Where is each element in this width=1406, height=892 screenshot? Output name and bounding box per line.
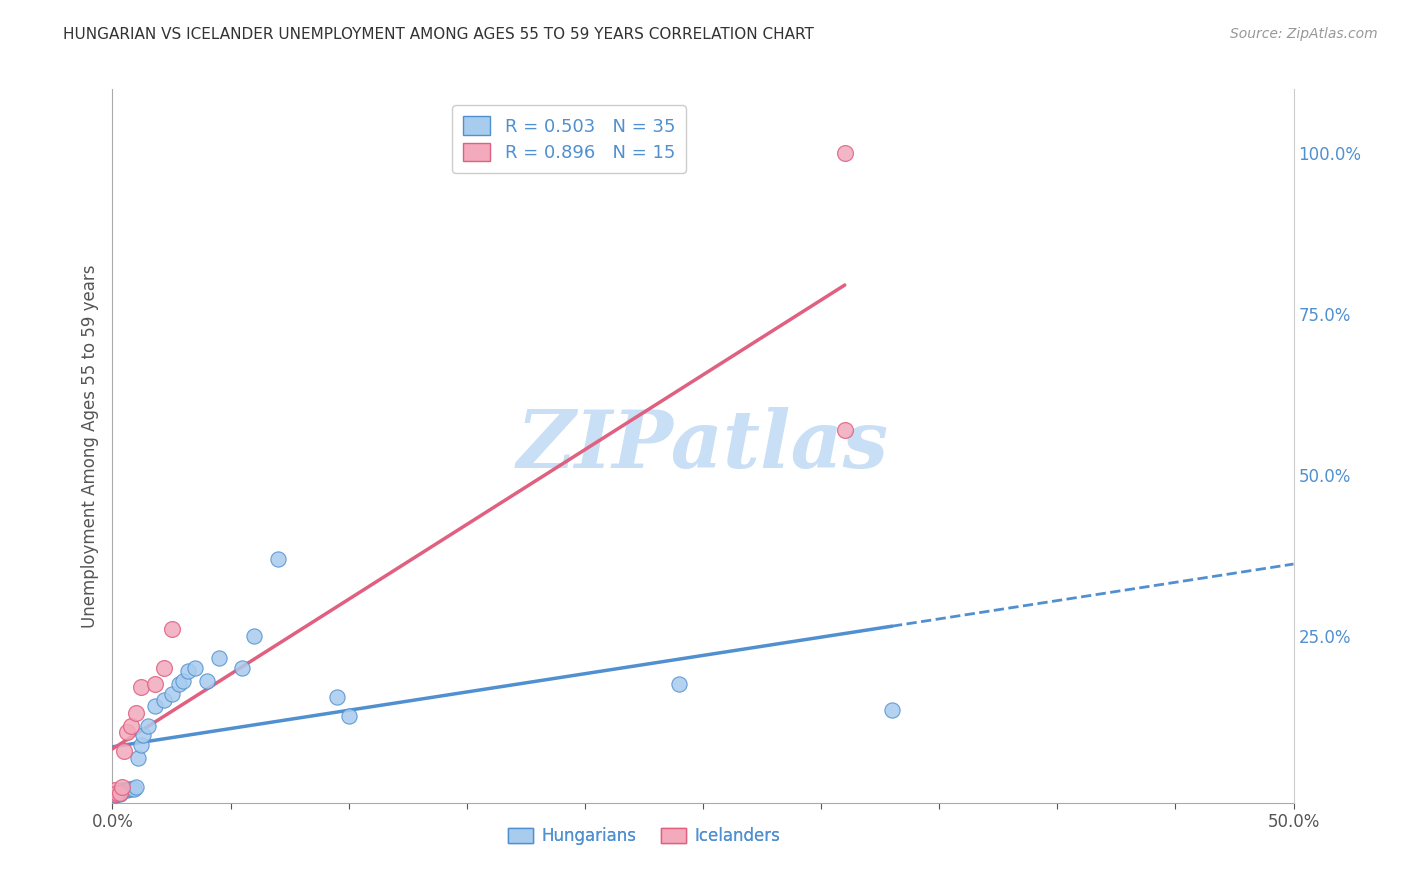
Point — [104, 788, 127, 802]
Point — [143, 677, 166, 691]
Point — [172, 673, 194, 688]
Y-axis label: Unemployment Among Ages 55 to 59 years: Unemployment Among Ages 55 to 59 years — [80, 264, 98, 628]
Text: Source: ZipAtlas.com: Source: ZipAtlas.com — [1230, 27, 1378, 41]
Point — [153, 693, 176, 707]
Point — [115, 783, 138, 797]
Point — [108, 786, 131, 800]
Point — [105, 788, 128, 802]
Point — [108, 788, 131, 802]
Point — [122, 781, 145, 796]
Point — [184, 661, 207, 675]
Point — [195, 673, 218, 688]
Point — [105, 787, 128, 801]
Point — [326, 690, 349, 704]
Point — [834, 146, 856, 161]
Point — [668, 677, 690, 691]
Point — [104, 783, 127, 797]
Point — [120, 781, 142, 796]
Point — [125, 780, 148, 794]
Point — [267, 551, 290, 566]
Point — [118, 781, 141, 796]
Point — [880, 702, 903, 716]
Point — [104, 787, 127, 801]
Point — [105, 786, 128, 800]
Point — [132, 728, 155, 742]
Point — [143, 699, 166, 714]
Point — [153, 661, 176, 675]
Text: HUNGARIAN VS ICELANDER UNEMPLOYMENT AMONG AGES 55 TO 59 YEARS CORRELATION CHART: HUNGARIAN VS ICELANDER UNEMPLOYMENT AMON… — [63, 27, 814, 42]
Point — [208, 651, 231, 665]
Point — [105, 786, 128, 800]
Point — [115, 725, 138, 739]
Text: ZIPatlas: ZIPatlas — [517, 408, 889, 484]
Point — [167, 677, 190, 691]
Point — [136, 719, 159, 733]
Point — [120, 719, 142, 733]
Point — [177, 664, 200, 678]
Point — [129, 738, 152, 752]
Point — [112, 783, 135, 797]
Point — [231, 661, 253, 675]
Point — [243, 629, 266, 643]
Point — [111, 780, 134, 794]
Point — [834, 423, 856, 437]
Point — [125, 706, 148, 720]
Point — [104, 788, 127, 802]
Point — [160, 622, 183, 636]
Point — [127, 751, 149, 765]
Point — [108, 786, 131, 800]
Point — [160, 686, 183, 700]
Point — [112, 744, 135, 758]
Point — [129, 680, 152, 694]
Point — [111, 783, 134, 797]
Point — [104, 788, 127, 802]
Legend: Hungarians, Icelanders: Hungarians, Icelanders — [501, 821, 787, 852]
Point — [337, 709, 360, 723]
